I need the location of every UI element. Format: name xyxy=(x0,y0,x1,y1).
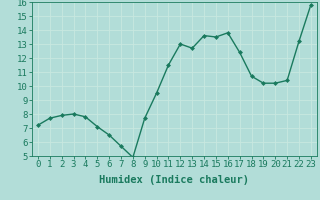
X-axis label: Humidex (Indice chaleur): Humidex (Indice chaleur) xyxy=(100,175,249,185)
